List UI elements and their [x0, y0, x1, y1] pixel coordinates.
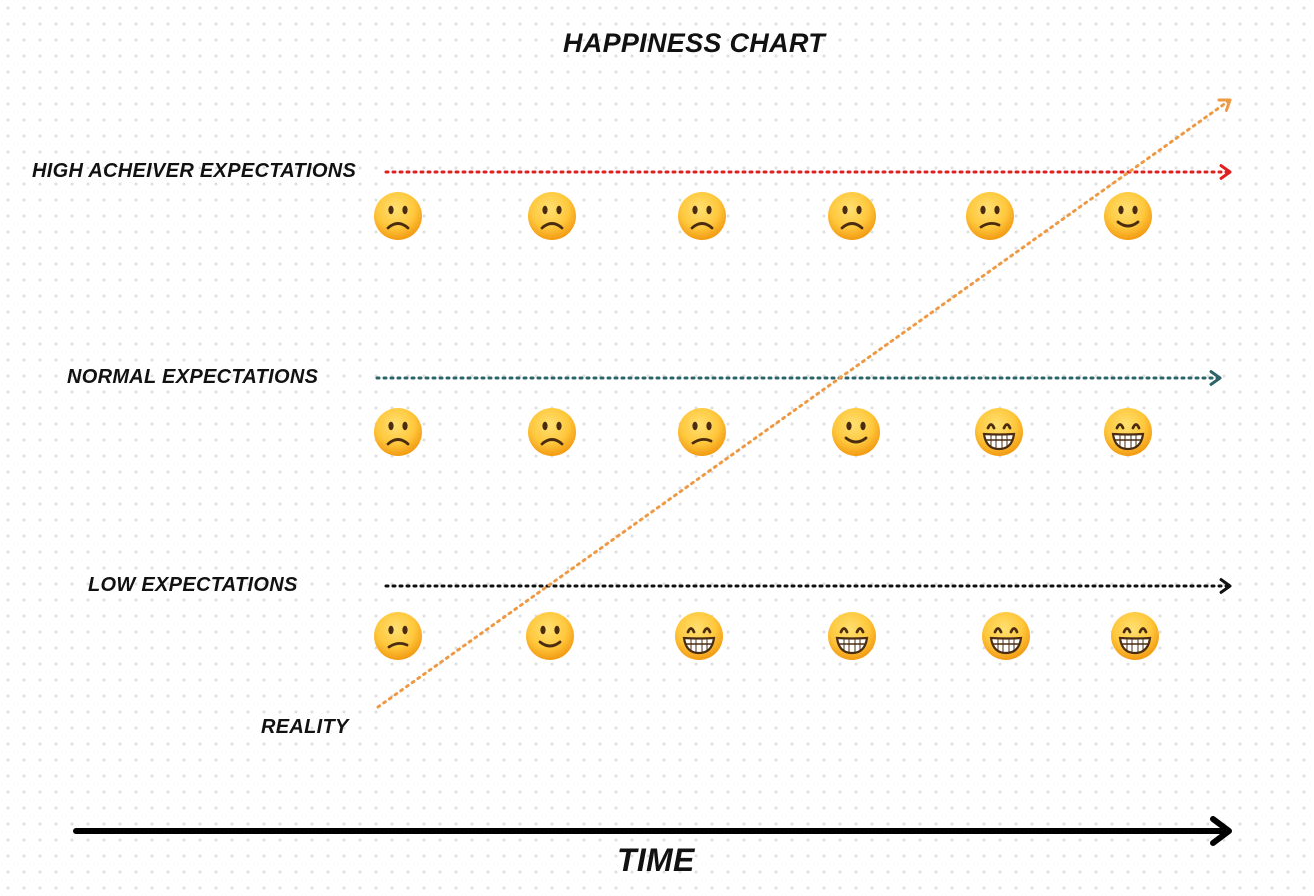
high-frowning-face-icon [828, 192, 876, 240]
normal-slightly-smiling-face-icon [832, 408, 880, 456]
normal-frowning-face-icon [528, 408, 576, 456]
high-frowning-face-icon [528, 192, 576, 240]
low-confused-face-icon [374, 612, 422, 660]
normal-confused-face-icon [678, 408, 726, 456]
reality-arrow [376, 98, 1232, 709]
normal-expectation-arrow [375, 370, 1222, 386]
normal-expectations-label: NORMAL EXPECTATIONS [67, 366, 319, 388]
normal-grinning-face-icon [1104, 408, 1152, 456]
low-grinning-face-icon [675, 612, 723, 660]
low-expectations-label: LOW EXPECTATIONS [88, 574, 298, 596]
high-frowning-face-icon [678, 192, 726, 240]
reality-label: REALITY [261, 716, 349, 738]
high-frowning-face-icon [374, 192, 422, 240]
high-expectation-arrow [384, 164, 1232, 180]
normal-grinning-face-icon [975, 408, 1023, 456]
low-grinning-face-icon [1111, 612, 1159, 660]
low-expectation-arrow [384, 578, 1232, 594]
high-expectations-label: HIGH ACHEIVER EXPECTATIONS [32, 160, 357, 182]
normal-frowning-face-icon [374, 408, 422, 456]
time-axis-arrow [73, 816, 1232, 846]
high-confused-face-icon [966, 192, 1014, 240]
low-grinning-face-icon [982, 612, 1030, 660]
time-axis-label: TIME [617, 842, 695, 878]
chart-title: HAPPINESS CHART [562, 28, 826, 58]
low-slightly-smiling-face-icon [526, 612, 574, 660]
low-grinning-face-icon [828, 612, 876, 660]
high-slightly-smiling-face-icon [1104, 192, 1152, 240]
